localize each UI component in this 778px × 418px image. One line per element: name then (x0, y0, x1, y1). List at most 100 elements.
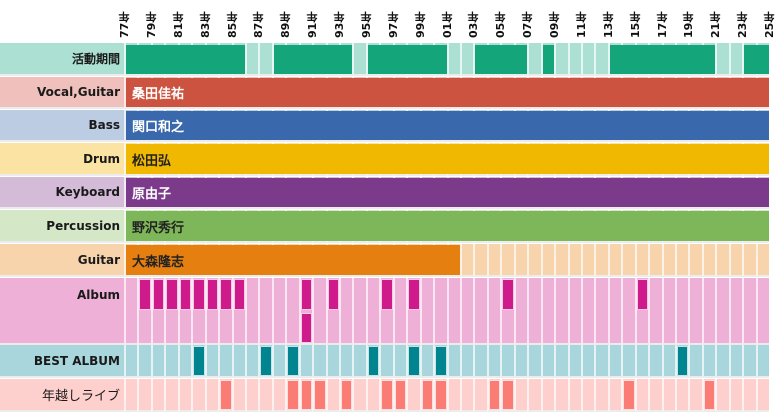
event-mark (421, 380, 434, 410)
grid-cell (742, 278, 756, 345)
grid-cell (352, 278, 366, 345)
grid-cell (365, 278, 380, 345)
grid-cell (540, 278, 555, 345)
grid-cell (567, 278, 581, 345)
grid-cell (339, 345, 353, 378)
x-tick-label: 79年 (144, 11, 158, 38)
grid-cell (728, 379, 743, 412)
grid-cell (554, 244, 568, 277)
grid-cell (580, 278, 595, 345)
grid-cell (554, 379, 568, 412)
event-mark (435, 380, 447, 410)
grid-cell (406, 379, 420, 412)
event-mark (220, 380, 232, 410)
x-tick-label: 83年 (198, 11, 212, 38)
grid-cell (527, 379, 541, 412)
member-bar: 大森隆志 (126, 245, 460, 275)
event-mark (179, 279, 192, 310)
grid-cell (675, 278, 689, 345)
grid-cell (339, 278, 353, 345)
grid-cell (271, 278, 286, 345)
grid-cell (661, 345, 676, 378)
grid-cell (271, 345, 286, 378)
event-mark (502, 279, 514, 310)
grid-cell (379, 345, 393, 378)
grid-cell (231, 345, 245, 378)
grid-cell (244, 278, 259, 345)
grid-cell (164, 345, 178, 378)
row-label: Keyboard (0, 177, 124, 209)
x-tick-label: 77年 (118, 11, 131, 38)
grid-cell (580, 43, 595, 76)
event-mark (287, 346, 299, 376)
event-mark (340, 380, 353, 410)
grid-cell (688, 278, 702, 345)
grid-cell (124, 379, 138, 412)
grid-cell (688, 345, 702, 378)
grid-cell (554, 43, 568, 76)
event-mark (300, 312, 313, 343)
grid-cell (258, 379, 272, 412)
row-label: Album (0, 278, 124, 345)
grid-cell (715, 278, 729, 345)
event-mark (394, 380, 407, 410)
row-label: Bass (0, 110, 124, 142)
event-mark (233, 279, 246, 310)
grid-cell (755, 345, 770, 378)
grid-cell (607, 345, 622, 378)
grid-cell (634, 379, 649, 412)
active-period-bar (126, 45, 245, 74)
grid-cell (271, 379, 286, 412)
grid-cell (648, 379, 662, 412)
x-tick-label: 17年 (655, 11, 669, 38)
grid-cell (137, 379, 151, 412)
event-mark (193, 346, 205, 376)
grid-cell (688, 244, 702, 277)
grid-cell (325, 345, 340, 378)
grid-cell (567, 43, 581, 76)
grid-cell (728, 43, 743, 76)
grid-cell (567, 345, 581, 378)
member-bar: 松田弘 (126, 144, 770, 174)
grid-cell (419, 345, 434, 378)
event-mark (300, 279, 313, 310)
x-tick-label: 85年 (225, 11, 239, 38)
event-mark (314, 380, 326, 410)
grid-cell (607, 379, 622, 412)
event-mark (287, 380, 299, 410)
grid-cell (675, 244, 689, 277)
grid-cell (648, 278, 662, 345)
grid-cell (527, 43, 541, 76)
grid-cell (527, 244, 541, 277)
row-label: Percussion (0, 210, 124, 243)
x-tick-label: 91年 (306, 11, 320, 38)
grid-cell (419, 278, 434, 345)
event-mark (367, 346, 380, 376)
grid-cell (352, 43, 366, 76)
grid-cell (258, 43, 272, 76)
grid-cell (244, 43, 259, 76)
grid-cell (621, 345, 635, 378)
grid-cell (218, 345, 232, 378)
x-tick-label: 89年 (279, 11, 293, 38)
x-tick-label: 03年 (467, 11, 481, 38)
grid-cell (150, 345, 165, 378)
member-bar: 桑田佳祐 (126, 78, 770, 107)
event-mark (206, 279, 219, 310)
grid-cell (661, 278, 676, 345)
grid-cell (513, 278, 528, 345)
x-tick-label: 01年 (440, 11, 454, 38)
grid-cell (607, 244, 622, 277)
grid-cell (191, 379, 205, 412)
event-mark (676, 346, 689, 376)
grid-cell (594, 379, 608, 412)
grid-cell (124, 345, 138, 378)
grid-cell (755, 244, 770, 277)
x-tick-label: 19年 (682, 11, 696, 38)
grid-cell (460, 244, 474, 277)
grid-cell (527, 278, 541, 345)
grid-cell (661, 379, 676, 412)
grid-cell (486, 278, 501, 345)
x-tick-label: 15年 (628, 11, 642, 38)
grid-cell (648, 244, 662, 277)
